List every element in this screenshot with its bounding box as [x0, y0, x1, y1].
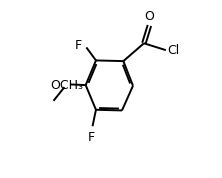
Text: F: F — [88, 131, 95, 144]
Text: F: F — [75, 39, 82, 52]
Text: O: O — [145, 10, 154, 23]
Text: OCH₃: OCH₃ — [51, 79, 84, 92]
Text: Cl: Cl — [167, 44, 179, 57]
